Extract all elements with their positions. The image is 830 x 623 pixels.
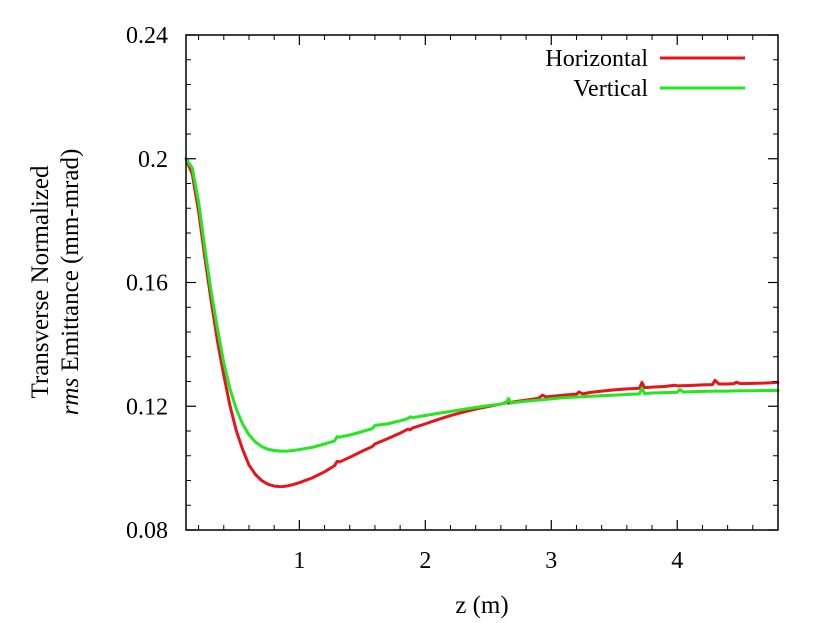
x-tick-label: 4 — [671, 548, 683, 574]
y-tick-label: 0.24 — [126, 23, 168, 49]
legend-label-horizontal: Horizontal — [545, 46, 648, 72]
plot-layer — [184, 157, 780, 489]
y-axis-label-italic: rms — [57, 378, 84, 416]
x-tick-label: 3 — [545, 548, 557, 574]
x-tick-label: 1 — [293, 548, 305, 574]
x-axis-label: z (m) — [455, 592, 508, 619]
plot-area-frame — [185, 34, 779, 531]
y-axis-label-line1: Transverse Normalized — [27, 165, 54, 399]
legend-label-vertical: Vertical — [573, 76, 648, 102]
y-tick-label: 0.16 — [126, 271, 168, 297]
axis-ticks: 1 2 3 4 0.08 0.12 0.16 0.2 0.24 — [126, 23, 779, 574]
y-tick-label: 0.2 — [138, 147, 168, 173]
y-tick-label: 0.08 — [126, 518, 168, 544]
y-axis-label-rest: Emittance (mm-mrad) — [57, 149, 84, 378]
y-tick-label: 0.12 — [126, 394, 168, 420]
series-line-vertical — [184, 157, 780, 453]
y-axis-label-line2: rms Emittance (mm-mrad) — [57, 149, 84, 416]
series-line-horizontal — [184, 157, 780, 489]
legend: Horizontal Vertical — [545, 46, 745, 102]
x-tick-label: 2 — [419, 548, 431, 574]
